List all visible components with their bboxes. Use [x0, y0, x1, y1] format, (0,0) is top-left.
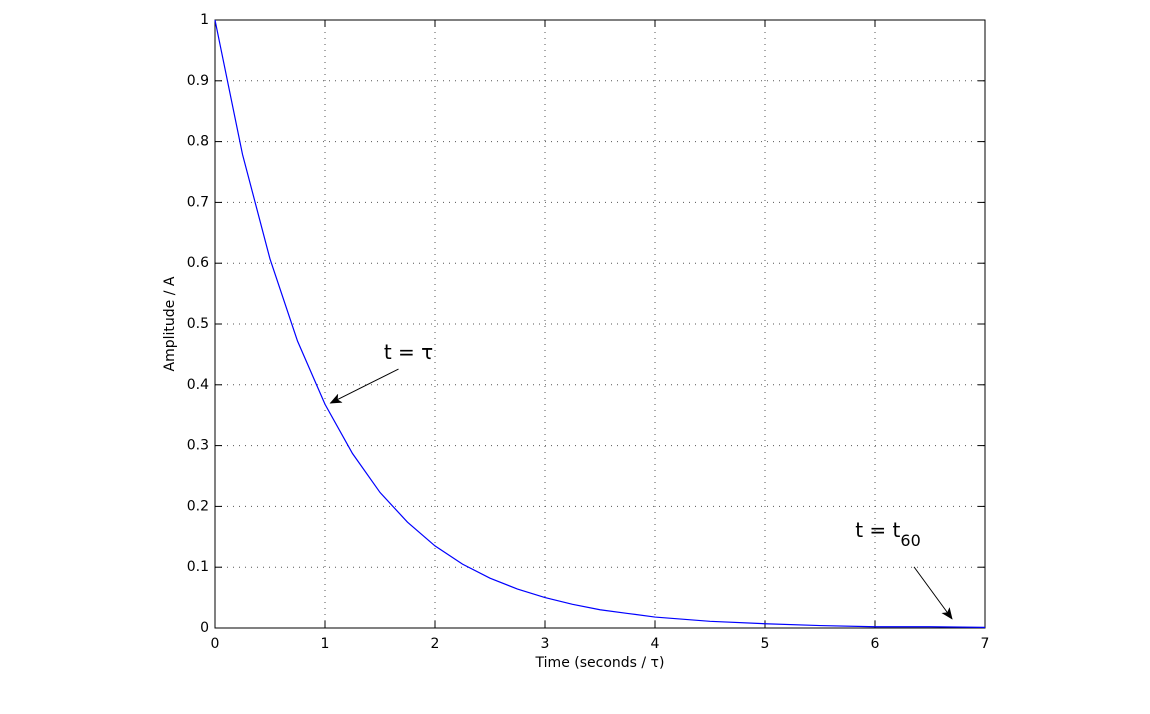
x-tick-label: 1: [321, 636, 330, 652]
annotation-subscript: 60: [900, 530, 920, 549]
x-tick-label: 0: [211, 636, 220, 652]
x-tick-label: 3: [541, 636, 550, 652]
y-tick-label: 0.2: [187, 498, 209, 514]
x-tick-label: 4: [651, 636, 660, 652]
annotation: t = τ: [384, 340, 433, 364]
annotation-arrow: [329, 368, 399, 404]
y-tick-label: 0.1: [187, 559, 209, 575]
y-tick-label: 0.7: [187, 194, 209, 210]
x-tick-label: 7: [981, 636, 990, 652]
annotation: t = t60: [855, 517, 921, 549]
y-tick-label: 0.5: [187, 316, 209, 332]
y-tick-label: 0: [200, 620, 209, 636]
annotation-text: t = τ: [384, 340, 433, 364]
y-tick-label: 0.6: [187, 255, 209, 271]
x-tick-label: 5: [761, 636, 770, 652]
y-tick-label: 1: [200, 12, 209, 28]
y-axis-label: Amplitude / A: [162, 276, 178, 371]
axes-box: [214, 19, 986, 629]
x-tick-label: 2: [431, 636, 440, 652]
y-tick-label: 0.8: [187, 134, 209, 150]
x-tick-label: 6: [871, 636, 880, 652]
y-tick-label: 0.9: [187, 73, 209, 89]
y-tick-label: 0.3: [187, 438, 209, 454]
y-tick-label: 0.4: [187, 377, 209, 393]
x-axis-label: Time (seconds / τ): [535, 655, 665, 671]
data-line: [214, 19, 986, 628]
annotation-arrow: [913, 566, 953, 620]
annotation-text: t = t: [855, 517, 900, 541]
